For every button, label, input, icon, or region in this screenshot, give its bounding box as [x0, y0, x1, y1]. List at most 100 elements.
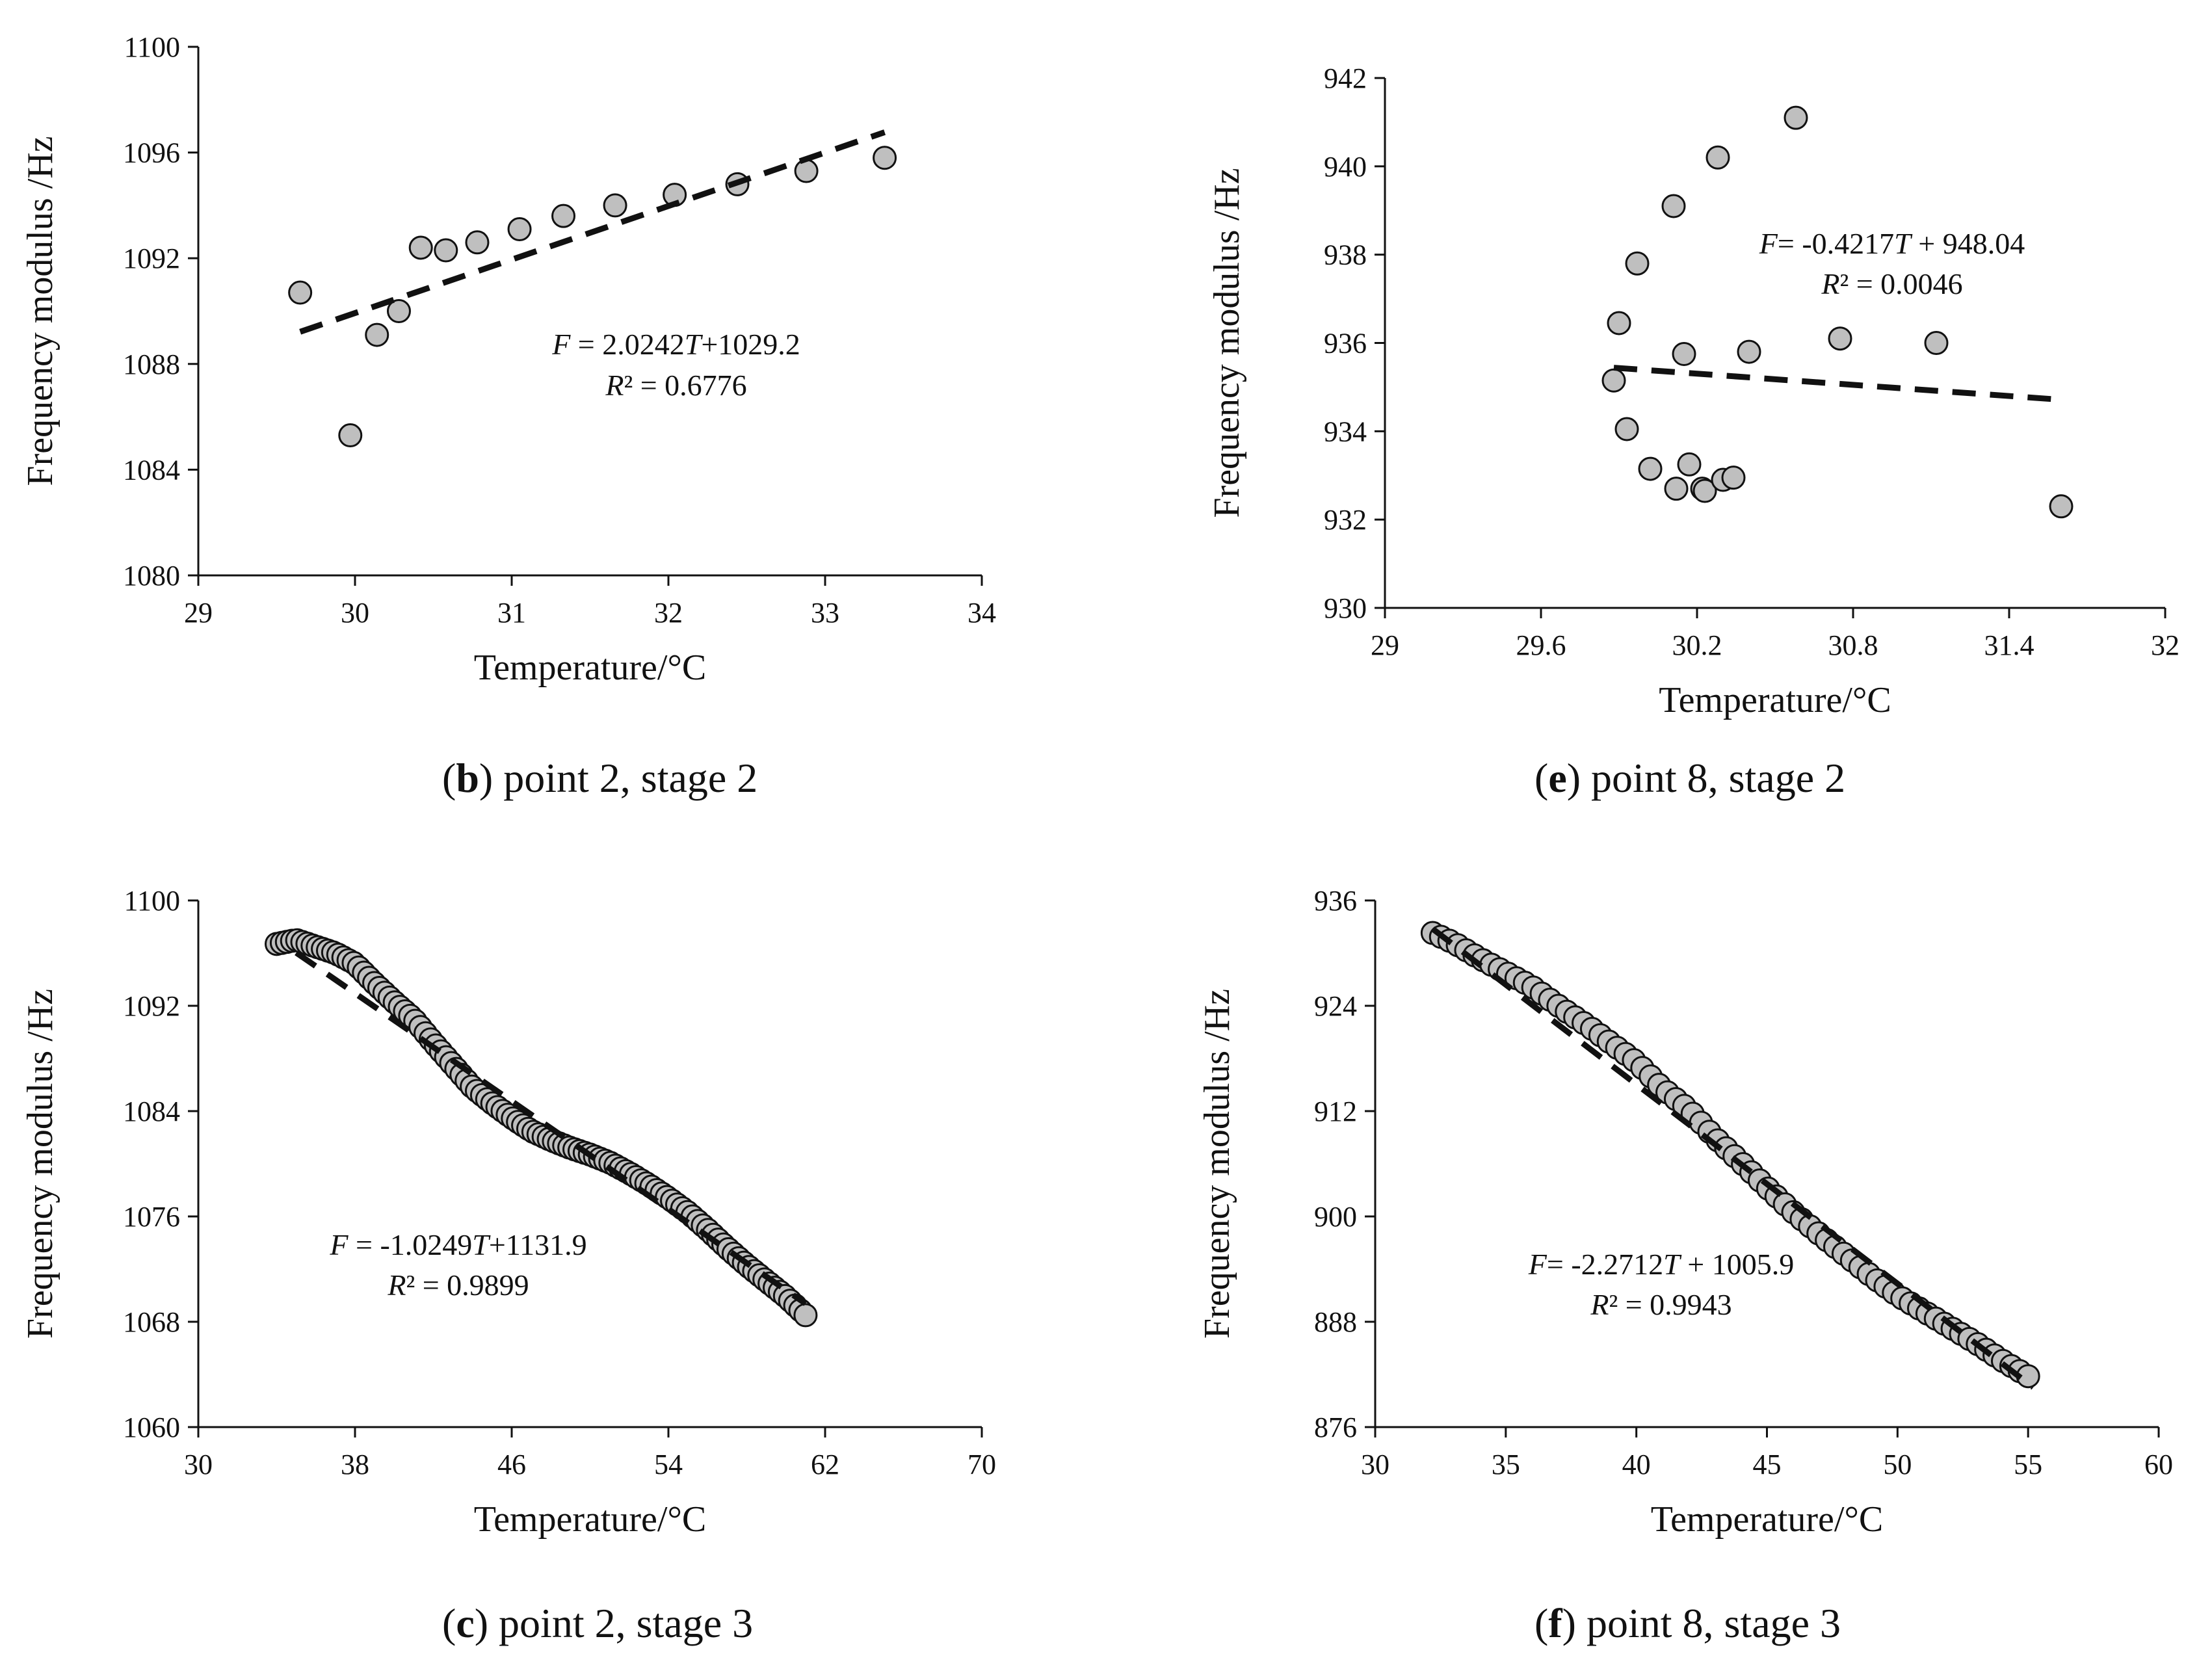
x-tick-label: 30	[184, 1449, 213, 1480]
x-tick-label: 45	[1753, 1449, 1782, 1480]
y-tick-label: 938	[1324, 239, 1367, 271]
x-tick-label: 62	[811, 1449, 839, 1480]
y-tick-label: 924	[1314, 990, 1357, 1022]
data-point	[794, 159, 819, 183]
x-axis-title: Temperature/°C	[474, 648, 706, 688]
trendline	[1430, 926, 2035, 1390]
trendline	[295, 950, 808, 1306]
y-tick-label: 1100	[124, 885, 180, 917]
x-tick-label: 31.4	[1984, 629, 2034, 661]
y-tick-label: 1068	[123, 1306, 180, 1338]
eq-coef: = 2.0242	[570, 328, 684, 361]
x-tick-label: 32	[2151, 629, 2179, 661]
eq-var: T	[472, 1228, 491, 1261]
eq-coef: = -0.4217	[1778, 227, 1894, 260]
data-point	[2049, 494, 2074, 519]
data-point	[873, 146, 897, 170]
r2-lhs: R	[1590, 1288, 1609, 1321]
x-axis-title: Temperature/°C	[474, 1499, 706, 1540]
caption-letter: f	[1548, 1600, 1562, 1646]
x-tick-label: 35	[1492, 1449, 1520, 1480]
eq-rest: + 1005.9	[1680, 1248, 1794, 1281]
x-axis-title: Temperature/°C	[1659, 680, 1891, 720]
data-point	[603, 193, 627, 218]
chart-e: 29 29.6 30.2 30.8 31.4 32 930 932 934 936 938 940 94…	[1207, 62, 2179, 720]
r2-label: R² = 0.6776	[605, 369, 746, 402]
y-tick-label: 932	[1324, 504, 1367, 536]
y-tick-label: 876	[1314, 1411, 1357, 1443]
eq-coef: = -2.2712	[1547, 1248, 1663, 1281]
y-tick-label: 1088	[123, 348, 180, 380]
y-axis-title: Frequency modulus /Hz	[1207, 168, 1247, 518]
eq-lhs: F	[1528, 1248, 1547, 1281]
x-tick-label: 30.8	[1828, 629, 1878, 661]
caption-letter: e	[1548, 755, 1567, 801]
x-tick-label: 30	[341, 597, 369, 629]
eq-rest: +1029.2	[701, 328, 800, 361]
data-point	[1661, 194, 1686, 218]
x-tick-label: 60	[2144, 1449, 2173, 1480]
caption-text: point 2, stage 3	[488, 1600, 754, 1646]
r2-label: R² = 0.9943	[1590, 1288, 1732, 1321]
y-axis-title: Frequency modulus /Hz	[20, 136, 60, 486]
trendline	[299, 129, 886, 335]
eq-lhs: F	[551, 328, 571, 361]
y-tick-label: 940	[1324, 151, 1367, 183]
data-point	[1677, 452, 1702, 477]
eq-rest: + 948.04	[1911, 227, 2025, 260]
data-point	[434, 238, 458, 263]
y-tick-label: 1084	[123, 1096, 180, 1127]
data-point	[408, 235, 433, 260]
chart-b: 29 30 31 32 33 34 1080 1084 1088 1092 1096 1100 Temp…	[20, 31, 996, 688]
x-tick-label: 33	[811, 597, 839, 629]
eq-lhs: F	[329, 1228, 349, 1261]
x-tick-label: 50	[1883, 1449, 1912, 1480]
r2-value: ² = 0.9899	[406, 1268, 529, 1302]
x-tick-label: 29	[1371, 629, 1399, 661]
data-point	[465, 230, 490, 255]
x-tick-label: 29.6	[1516, 629, 1566, 661]
data-point	[1625, 251, 1650, 276]
y-tick-label: 1100	[124, 31, 180, 63]
eq-lhs: F	[1759, 227, 1778, 260]
eq-coef: = -1.0249	[349, 1228, 473, 1261]
r2-label: R² = 0.0046	[1821, 267, 1962, 300]
chart-c: 30 38 46 54 62 70 1060 1068 1076 1084 1092 1100 Temp…	[20, 885, 996, 1540]
r2-lhs: R	[605, 369, 624, 402]
caption-e: (e) point 8, stage 2	[1534, 755, 1846, 801]
caption-b: (b) point 2, stage 2	[442, 755, 758, 801]
data-point	[1784, 105, 1808, 130]
chart-f: 30 35 40 45 50 55 60 876 888 900 912 924 936 Temperat…	[1197, 885, 2173, 1540]
r2-value: ² = 0.0046	[1839, 267, 1962, 300]
equation-label: F = 2.0242T+1029.2	[551, 328, 800, 361]
x-tick-label: 30.2	[1672, 629, 1722, 661]
data-point	[386, 299, 411, 323]
data-point	[365, 322, 389, 347]
data-point	[338, 423, 363, 448]
y-tick-label: 942	[1324, 62, 1367, 94]
x-axis-title: Temperature/°C	[1651, 1499, 1883, 1540]
data-point	[1607, 311, 1631, 335]
y-tick-label: 1080	[123, 560, 180, 592]
data-point	[793, 1303, 818, 1328]
eq-var: T	[1894, 227, 1913, 260]
data-point	[551, 203, 576, 228]
data-point	[1638, 456, 1663, 481]
y-tick-label: 1092	[123, 990, 180, 1022]
equation-label: F = -1.0249T+1131.9	[329, 1228, 586, 1261]
data-point	[1601, 368, 1626, 393]
y-tick-label: 1092	[123, 243, 180, 274]
x-tick-label: 32	[654, 597, 683, 629]
r2-lhs: R	[387, 1268, 406, 1302]
x-tick-label: 29	[184, 597, 213, 629]
caption-c: (c) point 2, stage 3	[442, 1600, 754, 1646]
x-tick-label: 31	[497, 597, 526, 629]
x-tick-label: 30	[1361, 1449, 1389, 1480]
caption-text: point 8, stage 3	[1575, 1600, 1841, 1646]
caption-f: (f) point 8, stage 3	[1534, 1600, 1841, 1646]
caption-text: point 8, stage 2	[1581, 755, 1846, 801]
x-tick-label: 46	[497, 1449, 526, 1480]
data-point	[288, 280, 313, 305]
